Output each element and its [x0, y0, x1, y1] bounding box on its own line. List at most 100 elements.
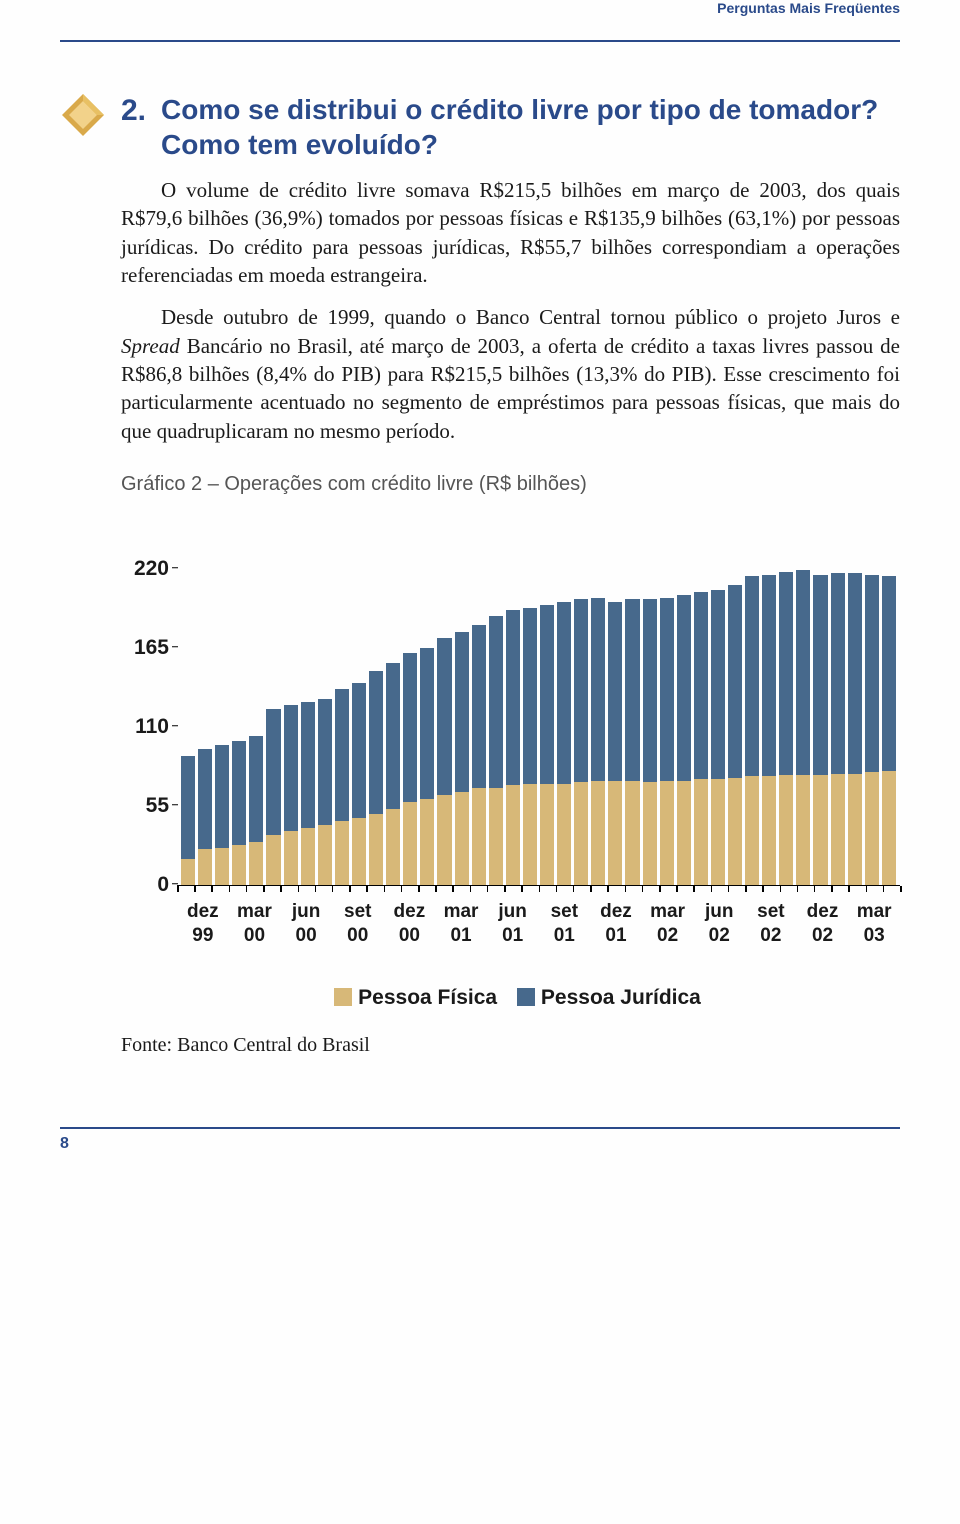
bar-seg-fisica: [284, 831, 298, 885]
bar: [318, 546, 332, 885]
y-tick-label: 165: [134, 636, 169, 660]
x-tick-label: jun02: [693, 900, 745, 948]
bar: [574, 546, 588, 885]
bar-seg-juridica: [711, 590, 725, 779]
bar-seg-juridica: [335, 689, 349, 821]
bar: [472, 546, 486, 885]
bar-seg-juridica: [506, 610, 520, 785]
bar-seg-juridica: [796, 570, 810, 775]
bar-seg-juridica: [745, 576, 759, 776]
x-tick-label: set02: [745, 900, 797, 948]
legend-label-juridica: Pessoa Jurídica: [541, 986, 701, 1009]
bar-seg-fisica: [574, 782, 588, 885]
bar: [591, 546, 605, 885]
bar-seg-juridica: [403, 653, 417, 802]
chart-plot: 055110165220: [177, 546, 900, 886]
bar-seg-juridica: [318, 699, 332, 825]
bar: [403, 546, 417, 885]
y-tick-label: 110: [135, 715, 169, 739]
bar: [232, 546, 246, 885]
x-axis-tick-marks: [177, 886, 900, 894]
bar-seg-fisica: [215, 848, 229, 885]
legend-swatch-fisica: [334, 988, 352, 1006]
bar-seg-fisica: [677, 781, 691, 885]
bar-seg-fisica: [813, 775, 827, 885]
bar-seg-fisica: [386, 809, 400, 885]
x-tick-label: mar00: [229, 900, 281, 948]
chart-source: Fonte: Banco Central do Brasil: [121, 1034, 900, 1057]
x-tick-label: dez01: [590, 900, 642, 948]
bar-seg-juridica: [386, 663, 400, 809]
bar-seg-juridica: [779, 572, 793, 775]
bar-seg-juridica: [574, 599, 588, 782]
bar: [762, 546, 776, 885]
x-axis-labels: dez99mar00jun00set00dez00mar01jun01set01…: [177, 900, 900, 948]
chart-legend: Pessoa Física Pessoa Jurídica: [121, 986, 900, 1010]
bar-seg-fisica: [643, 782, 657, 885]
footer-rule: [60, 1127, 900, 1129]
bar-seg-fisica: [625, 781, 639, 885]
bar: [455, 546, 469, 885]
bar: [694, 546, 708, 885]
bar-seg-fisica: [489, 788, 503, 885]
bar-seg-juridica: [762, 575, 776, 777]
bar-seg-fisica: [694, 779, 708, 885]
bar-seg-juridica: [831, 573, 845, 773]
bar-seg-juridica: [181, 756, 195, 859]
x-tick-label: dez99: [177, 900, 229, 948]
bar: [831, 546, 845, 885]
question-title: Como se distribui o crédito livre por ti…: [161, 92, 900, 162]
bar: [284, 546, 298, 885]
x-tick-label: mar02: [642, 900, 694, 948]
bar: [677, 546, 691, 885]
bar-seg-fisica: [882, 771, 896, 885]
bar: [813, 546, 827, 885]
bar: [557, 546, 571, 885]
bar-seg-fisica: [557, 784, 571, 886]
x-tick-label: dez00: [384, 900, 436, 948]
legend-label-fisica: Pessoa Física: [358, 986, 497, 1009]
bar-seg-fisica: [198, 849, 212, 885]
bar-seg-juridica: [284, 705, 298, 831]
bar-seg-fisica: [796, 775, 810, 885]
bar: [215, 546, 229, 885]
bar: [506, 546, 520, 885]
bar-seg-juridica: [848, 573, 862, 773]
legend-swatch-juridica: [517, 988, 535, 1006]
bar: [848, 546, 862, 885]
bar-seg-fisica: [420, 799, 434, 885]
bar: [865, 546, 879, 885]
bar-seg-juridica: [540, 605, 554, 784]
bar-seg-juridica: [266, 709, 280, 835]
bar-seg-juridica: [865, 575, 879, 772]
bar-seg-fisica: [249, 842, 263, 885]
bar: [711, 546, 725, 885]
bar-seg-juridica: [455, 632, 469, 792]
y-tick-label: 220: [134, 557, 169, 581]
bar-seg-juridica: [301, 702, 315, 828]
bar: [181, 546, 195, 885]
bar-seg-juridica: [625, 599, 639, 781]
bar-seg-juridica: [523, 608, 537, 784]
bar-seg-juridica: [557, 602, 571, 784]
x-tick-label: jun00: [280, 900, 332, 948]
bar: [523, 546, 537, 885]
top-rule: [60, 40, 900, 42]
diamond-icon: [60, 92, 106, 138]
paragraph-1: O volume de crédito livre somava R$215,5…: [60, 176, 900, 289]
bar-seg-juridica: [677, 595, 691, 781]
question-block: 2. Como se distribui o crédito livre por…: [60, 92, 900, 162]
bar-seg-fisica: [181, 859, 195, 885]
bar-seg-fisica: [403, 802, 417, 885]
bar: [386, 546, 400, 885]
bar-seg-fisica: [779, 775, 793, 885]
bar-seg-fisica: [660, 781, 674, 885]
bar-seg-juridica: [249, 736, 263, 842]
bar: [540, 546, 554, 885]
bar: [301, 546, 315, 885]
x-tick-label: set00: [332, 900, 384, 948]
x-tick-label: dez02: [797, 900, 849, 948]
bar-seg-juridica: [591, 598, 605, 781]
bar-seg-fisica: [455, 792, 469, 885]
bar: [660, 546, 674, 885]
